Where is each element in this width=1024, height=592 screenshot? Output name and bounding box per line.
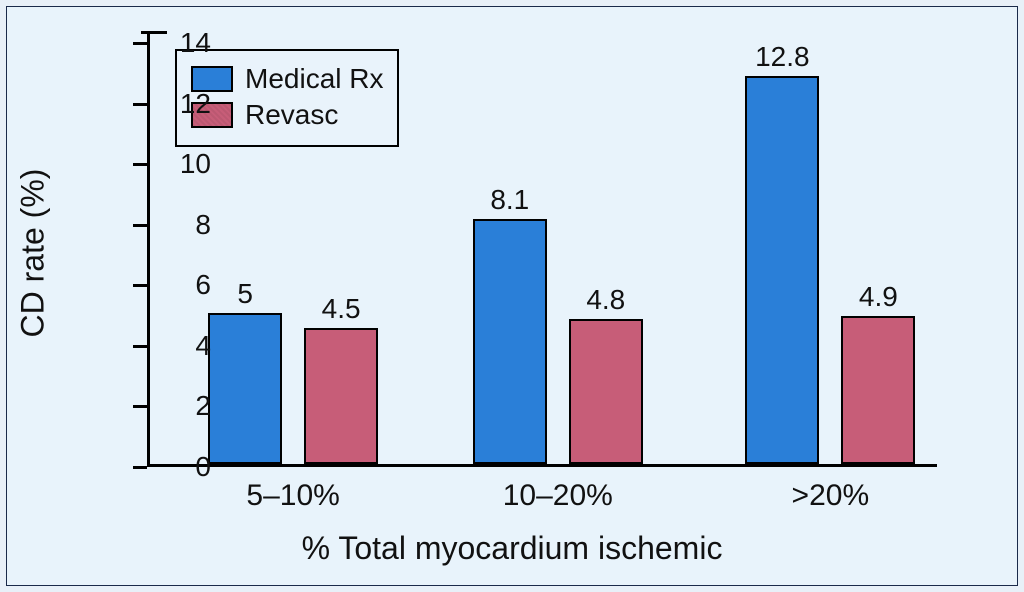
bar-revasc	[569, 319, 643, 464]
y-tick-label: 6	[151, 269, 211, 301]
bar-medical-rx	[208, 313, 282, 464]
y-axis-label: CD rate (%)	[15, 169, 52, 338]
y-tick-label: 8	[151, 209, 211, 241]
bar-medical-rx	[473, 219, 547, 464]
y-tick	[133, 224, 147, 227]
legend-label: Revasc	[245, 99, 338, 131]
legend-item: Medical Rx	[191, 63, 383, 95]
bar-value-label: 12.8	[755, 41, 810, 73]
y-tick-label: 12	[151, 88, 211, 120]
y-tick	[133, 345, 147, 348]
bar-value-label: 4.5	[322, 293, 361, 325]
legend-label: Medical Rx	[245, 63, 383, 95]
x-tick-label: 10–20%	[503, 479, 613, 513]
y-axis	[147, 31, 150, 467]
chart-frame: CD rate (%) 5 4.5 8.1 4.8 12.8 4.9 Medical Rx…	[6, 6, 1018, 586]
x-tick-label: >20%	[792, 479, 870, 513]
y-tick	[133, 163, 147, 166]
x-tick-label: 5–10%	[246, 479, 339, 513]
y-tick-label: 2	[151, 390, 211, 422]
y-tick	[133, 103, 147, 106]
x-axis-label: % Total myocardium ischemic	[7, 530, 1017, 567]
y-tick-label: 14	[151, 27, 211, 59]
y-tick	[133, 405, 147, 408]
bar-value-label: 4.9	[859, 281, 898, 313]
y-tick	[133, 466, 147, 469]
bar-medical-rx	[745, 76, 819, 464]
y-tick-label: 10	[151, 148, 211, 180]
y-tick	[133, 42, 147, 45]
bar-value-label: 4.8	[586, 284, 625, 316]
y-tick-label: 4	[151, 330, 211, 362]
y-tick-label: 0	[151, 451, 211, 483]
bar-value-label: 5	[237, 278, 253, 310]
bar-revasc	[304, 328, 378, 464]
x-axis	[147, 464, 937, 467]
bar-revasc	[841, 316, 915, 464]
bar-value-label: 8.1	[490, 184, 529, 216]
y-tick	[133, 284, 147, 287]
legend-item: Revasc	[191, 99, 383, 131]
